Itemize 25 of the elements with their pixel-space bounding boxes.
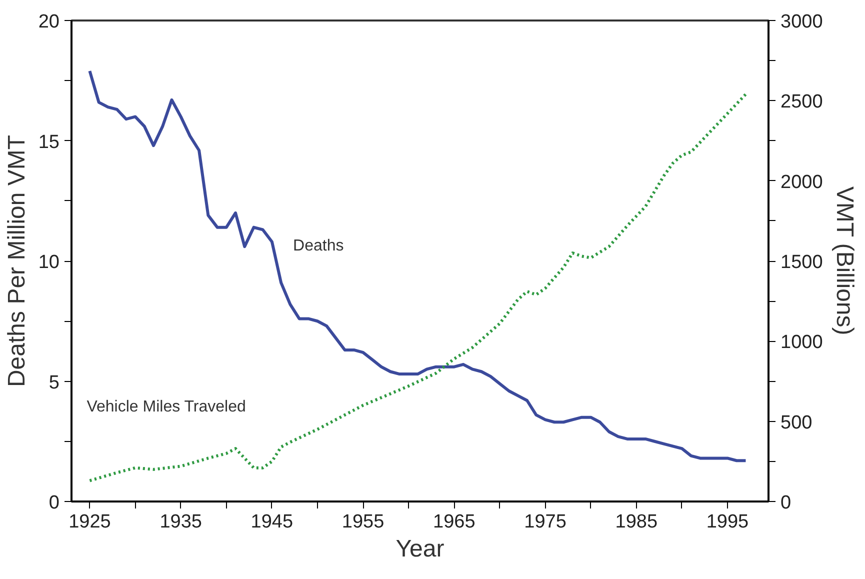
x-tick-label: 1995: [706, 512, 749, 532]
y-tick-label: 5: [48, 372, 60, 394]
y2-tick-label: 2000: [780, 172, 823, 193]
y2-axis-title: VMT (Billions): [830, 186, 858, 336]
y2-tick-label: 0: [780, 492, 792, 514]
y-tick-label: 20: [38, 12, 60, 32]
y2-tick-label: 3000: [780, 12, 823, 32]
y-tick-label: 0: [48, 492, 60, 514]
x-tick-label: 1975: [524, 512, 566, 532]
x-tick-label: 1925: [68, 512, 111, 532]
series-label: Deaths: [293, 238, 344, 255]
x-tick-label: 1945: [250, 512, 294, 532]
x-tick-label: 1985: [615, 512, 658, 532]
x-tick-label: 1935: [160, 512, 202, 532]
x-tick-label: 1965: [433, 512, 476, 532]
x-axis-title: Year: [396, 536, 444, 562]
y-axis-title: Deaths Per Million VMT: [3, 134, 30, 388]
y-tick-label: 10: [38, 252, 60, 273]
y2-tick-label: 500: [780, 412, 812, 434]
y2-tick-label: 1000: [780, 332, 823, 354]
y2-tick-label: 1500: [780, 252, 823, 273]
y2-tick-label: 2500: [780, 92, 823, 113]
x-tick-label: 1955: [342, 512, 384, 532]
text: Vehicle Miles Traveled: [86, 398, 246, 416]
y-tick-label: 15: [38, 132, 60, 153]
